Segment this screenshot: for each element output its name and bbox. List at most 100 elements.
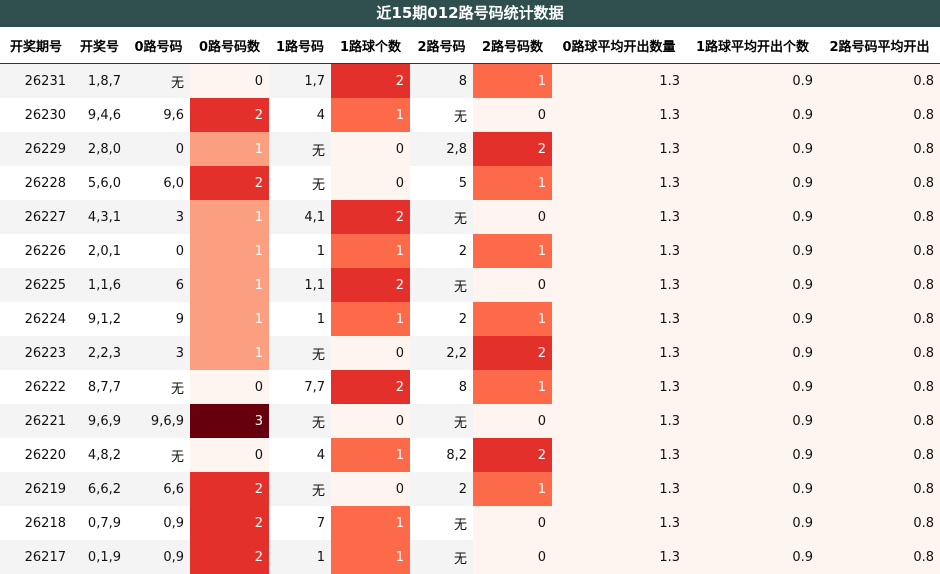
road0-avg-cell: 1.3 [552, 336, 686, 370]
issue-cell: 26222 [0, 370, 72, 404]
col-header-road2-nums: 2路号码 [410, 27, 473, 64]
col-header-road2-avg: 2路号码平均开出 [819, 27, 940, 64]
road1-count-cell: 2 [331, 268, 410, 302]
road2-count-cell: 1 [473, 302, 552, 336]
road1-avg-cell: 0.9 [686, 506, 819, 540]
stats-table: 开奖期号 开奖号 0路号码 0路号码数 1路号码 1路球个数 2路号码 2路号码… [0, 27, 940, 574]
road2-count-cell: 0 [473, 540, 552, 574]
road0-count-cell: 2 [190, 540, 269, 574]
road1-avg-cell: 0.9 [686, 540, 819, 574]
road1-nums-cell: 1,7 [269, 64, 331, 99]
road2-nums-cell: 2 [410, 472, 473, 506]
road2-count-cell: 0 [473, 200, 552, 234]
issue-cell: 26228 [0, 166, 72, 200]
road1-nums-cell: 1 [269, 540, 331, 574]
road2-avg-cell: 0.8 [819, 166, 940, 200]
col-header-road0-count: 0路号码数 [190, 27, 269, 64]
issue-cell: 26231 [0, 64, 72, 99]
road1-avg-cell: 0.9 [686, 234, 819, 268]
road0-nums-cell: 9,6,9 [127, 404, 190, 438]
road0-avg-cell: 1.3 [552, 98, 686, 132]
issue-cell: 26217 [0, 540, 72, 574]
road2-avg-cell: 0.8 [819, 132, 940, 166]
road0-avg-cell: 1.3 [552, 302, 686, 336]
issue-cell: 26225 [0, 268, 72, 302]
road2-nums-cell: 2,8 [410, 132, 473, 166]
road0-nums-cell: 0,9 [127, 506, 190, 540]
road0-avg-cell: 1.3 [552, 472, 686, 506]
road0-avg-cell: 1.3 [552, 268, 686, 302]
road2-avg-cell: 0.8 [819, 302, 940, 336]
road2-count-cell: 1 [473, 166, 552, 200]
col-header-road1-avg: 1路球平均开出个数 [686, 27, 819, 64]
road1-count-cell: 2 [331, 370, 410, 404]
issue-cell: 26226 [0, 234, 72, 268]
road2-nums-cell: 无 [410, 540, 473, 574]
road0-nums-cell: 6,0 [127, 166, 190, 200]
road0-avg-cell: 1.3 [552, 234, 686, 268]
road1-nums-cell: 7,7 [269, 370, 331, 404]
road1-nums-cell: 无 [269, 404, 331, 438]
road1-nums-cell: 无 [269, 166, 331, 200]
road2-nums-cell: 无 [410, 404, 473, 438]
issue-cell: 26219 [0, 472, 72, 506]
road0-count-cell: 1 [190, 268, 269, 302]
col-header-road0-avg: 0路球平均开出数量 [552, 27, 686, 64]
col-header-road1-nums: 1路号码 [269, 27, 331, 64]
road2-nums-cell: 2 [410, 234, 473, 268]
road0-nums-cell: 3 [127, 200, 190, 234]
issue-cell: 26221 [0, 404, 72, 438]
road1-nums-cell: 4 [269, 98, 331, 132]
road2-avg-cell: 0.8 [819, 472, 940, 506]
road1-count-cell: 1 [331, 438, 410, 472]
road2-avg-cell: 0.8 [819, 438, 940, 472]
road1-avg-cell: 0.9 [686, 302, 819, 336]
road1-nums-cell: 1 [269, 302, 331, 336]
road2-avg-cell: 0.8 [819, 506, 940, 540]
road0-nums-cell: 9 [127, 302, 190, 336]
col-header-road2-count: 2路号码数 [473, 27, 552, 64]
road0-avg-cell: 1.3 [552, 506, 686, 540]
issue-cell: 26223 [0, 336, 72, 370]
road2-count-cell: 2 [473, 438, 552, 472]
road1-nums-cell: 无 [269, 336, 331, 370]
road1-nums-cell: 4 [269, 438, 331, 472]
road1-avg-cell: 0.9 [686, 64, 819, 99]
road2-nums-cell: 无 [410, 506, 473, 540]
road1-avg-cell: 0.9 [686, 200, 819, 234]
road2-count-cell: 0 [473, 506, 552, 540]
road0-nums-cell: 9,6 [127, 98, 190, 132]
road0-nums-cell: 3 [127, 336, 190, 370]
road1-count-cell: 0 [331, 166, 410, 200]
road1-count-cell: 1 [331, 506, 410, 540]
road0-count-cell: 2 [190, 472, 269, 506]
road2-avg-cell: 0.8 [819, 98, 940, 132]
road0-avg-cell: 1.3 [552, 64, 686, 99]
road2-avg-cell: 0.8 [819, 540, 940, 574]
road2-avg-cell: 0.8 [819, 200, 940, 234]
road0-nums-cell: 无 [127, 438, 190, 472]
road1-nums-cell: 无 [269, 472, 331, 506]
road0-avg-cell: 1.3 [552, 438, 686, 472]
road0-avg-cell: 1.3 [552, 200, 686, 234]
road2-count-cell: 1 [473, 370, 552, 404]
road0-count-cell: 0 [190, 438, 269, 472]
road1-nums-cell: 1,1 [269, 268, 331, 302]
road0-avg-cell: 1.3 [552, 132, 686, 166]
draw-cell: 6,6,2 [72, 472, 127, 506]
road2-avg-cell: 0.8 [819, 404, 940, 438]
road2-nums-cell: 5 [410, 166, 473, 200]
road0-count-cell: 3 [190, 404, 269, 438]
road2-avg-cell: 0.8 [819, 268, 940, 302]
